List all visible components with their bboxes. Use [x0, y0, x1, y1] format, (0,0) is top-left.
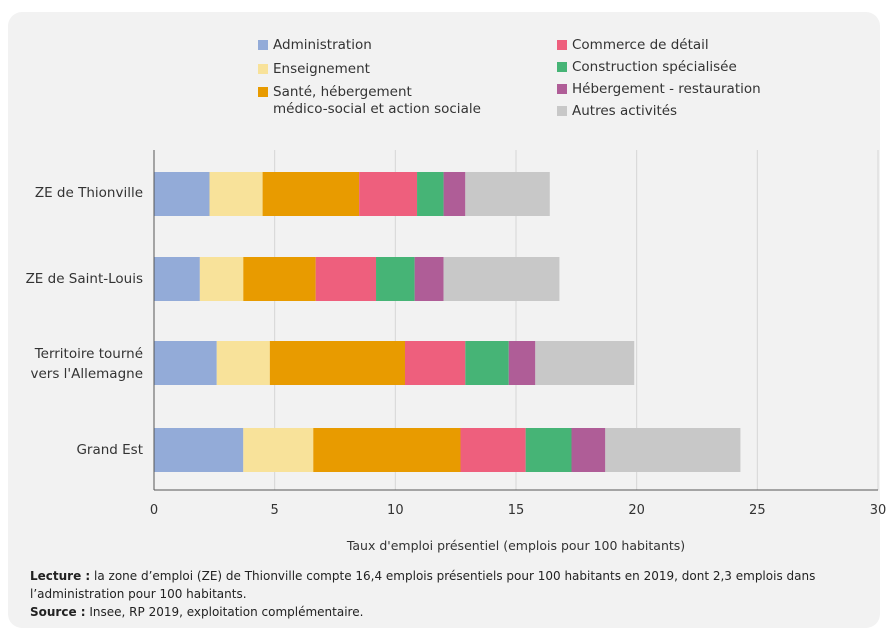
legend-swatch	[557, 84, 567, 94]
legend-swatch	[557, 40, 567, 50]
y-label-territoire: Territoire tourné vers l'Allemagne	[3, 344, 143, 384]
x-tick-label: 0	[150, 503, 158, 518]
lecture-text: la zone d’emploi (ZE) de Thionville comp…	[30, 569, 816, 601]
legend-label: Enseignement	[273, 61, 370, 77]
x-tick-label: 10	[387, 503, 404, 518]
legend-item-administration: Administration	[258, 37, 372, 54]
axes	[153, 150, 878, 491]
footnote: Lecture : la zone d’emploi (ZE) de Thion…	[30, 567, 870, 621]
legend-label: Administration	[273, 37, 372, 53]
bar-segment	[359, 172, 418, 216]
bar-segment	[154, 428, 244, 472]
bar-segment	[243, 428, 314, 472]
legend-label-line1: Santé, hébergement	[273, 84, 412, 100]
lecture-note: Lecture : la zone d’emploi (ZE) de Thion…	[30, 567, 870, 603]
bar-segment	[199, 257, 244, 301]
x-tick-label: 25	[749, 503, 766, 518]
source-note: Source : Insee, RP 2019, exploitation co…	[30, 603, 870, 621]
legend-label: Hébergement - restauration	[572, 81, 761, 97]
bar-segment	[508, 341, 536, 385]
bar-segment	[315, 257, 377, 301]
legend-item-commerce: Commerce de détail	[557, 37, 709, 54]
bar-segment	[404, 341, 466, 385]
bar-segment	[376, 257, 415, 301]
bars	[154, 172, 741, 472]
y-label-territoire-line1: Territoire tourné	[34, 346, 143, 362]
y-label-thionville: ZE de Thionville	[34, 185, 143, 201]
legend-item-enseignement: Enseignement	[258, 61, 370, 78]
x-tick-label: 5	[271, 503, 279, 518]
bar-segment	[443, 257, 560, 301]
bar-segment	[154, 257, 200, 301]
y-label-saint-louis: ZE de Saint-Louis	[25, 271, 143, 287]
bar-segment	[262, 172, 360, 216]
y-label-grand-est: Grand Est	[76, 442, 143, 458]
bar-segment	[460, 428, 526, 472]
bar-segment	[571, 428, 606, 472]
source-text: Insee, RP 2019, exploitation complémenta…	[85, 605, 364, 619]
bar-segment	[417, 172, 444, 216]
bar-segment	[154, 341, 217, 385]
bar-segment	[209, 172, 263, 216]
legend-item-sante: Santé, hébergement médico-social et acti…	[258, 84, 481, 118]
bar-segment	[465, 172, 550, 216]
legend-swatch	[557, 62, 567, 72]
legend-item-autres: Autres activités	[557, 103, 677, 120]
legend-item-hebergement-restauration: Hébergement - restauration	[557, 81, 761, 98]
x-tick-label: 15	[508, 503, 525, 518]
bar-segment	[465, 341, 509, 385]
source-label: Source :	[30, 605, 86, 619]
legend-label: Commerce de détail	[572, 37, 709, 53]
legend-swatch	[557, 106, 567, 116]
bar-segment	[313, 428, 461, 472]
bar-segment	[269, 341, 405, 385]
bar-segment	[525, 428, 572, 472]
bar-segment	[443, 172, 466, 216]
lecture-label: Lecture :	[30, 569, 91, 583]
x-tick-label: 30	[870, 503, 887, 518]
legend-item-construction: Construction spécialisée	[557, 59, 737, 76]
x-tick-labels: 0 5 10 15 20 25 30	[150, 503, 886, 518]
legend-label-line2: médico-social et action sociale	[273, 101, 481, 117]
y-label-territoire-line2: vers l'Allemagne	[30, 366, 143, 382]
bar-segment	[216, 341, 270, 385]
bar-segment	[535, 341, 635, 385]
legend-swatch	[258, 87, 268, 97]
bar-segment	[154, 172, 210, 216]
bar-segment	[243, 257, 316, 301]
legend-swatch	[258, 40, 268, 50]
bar-segment	[605, 428, 741, 472]
bar-segment	[414, 257, 444, 301]
legend-label: Construction spécialisée	[572, 59, 737, 75]
legend-label: Autres activités	[572, 103, 678, 119]
x-tick-label: 20	[628, 503, 645, 518]
legend: Administration Enseignement Santé, héber…	[0, 0, 890, 130]
chart-panel	[8, 12, 880, 628]
legend-label: Santé, hébergement médico-social et acti…	[273, 84, 481, 118]
x-axis-title: Taux d'emploi présentiel (emplois pour 1…	[346, 538, 686, 553]
legend-swatch	[258, 64, 268, 74]
